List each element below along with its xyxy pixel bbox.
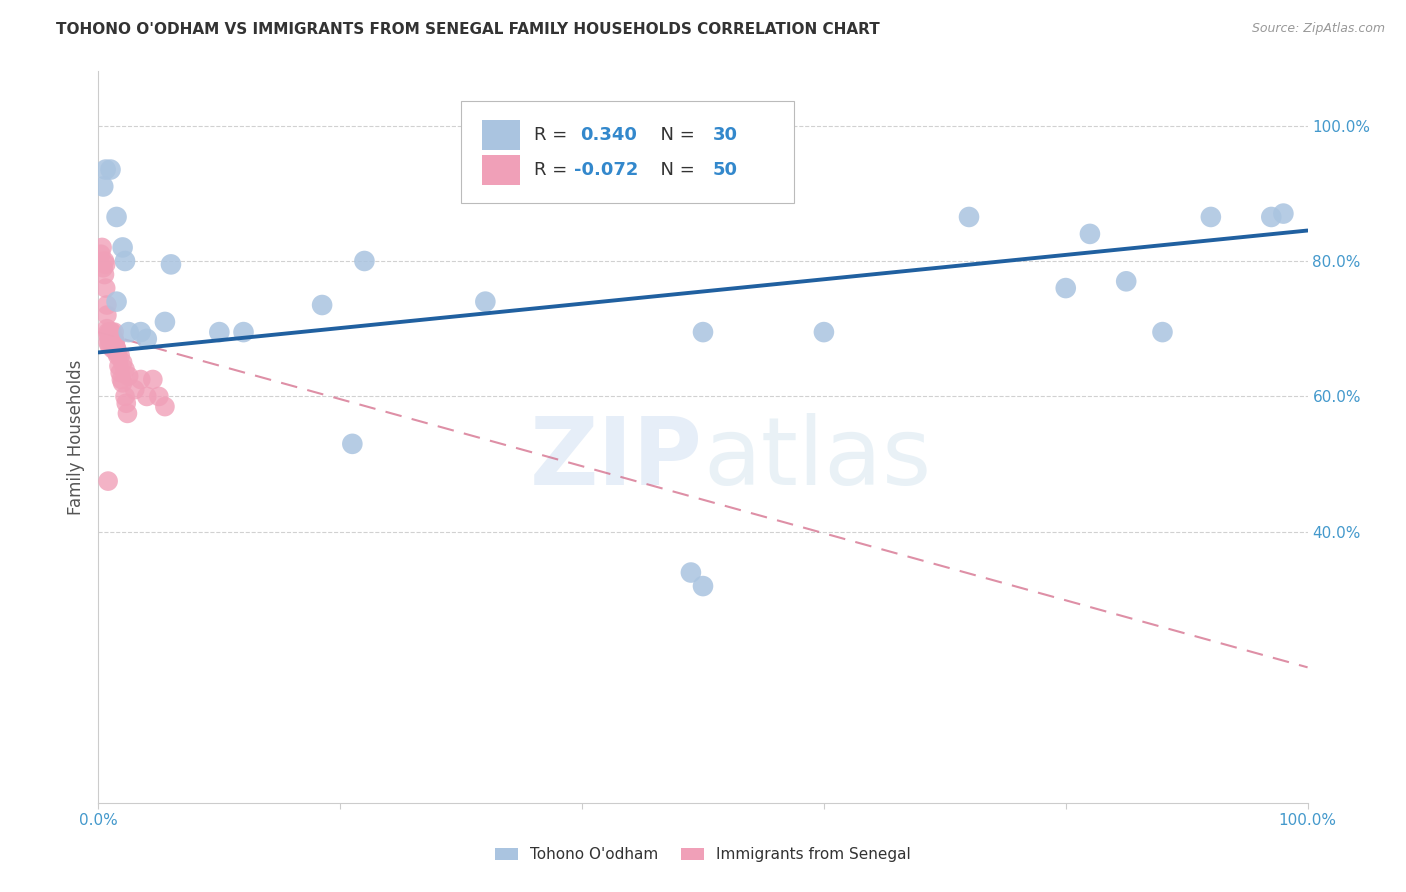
Point <box>100 332 122 346</box>
Point <box>232 325 254 339</box>
FancyBboxPatch shape <box>461 101 793 203</box>
Point <box>94 281 117 295</box>
Text: Source: ZipAtlas.com: Source: ZipAtlas.com <box>1251 22 1385 36</box>
Point <box>692 325 714 339</box>
Point <box>111 240 134 254</box>
Text: R =: R = <box>534 161 572 179</box>
Point <box>98 338 121 352</box>
Point <box>957 210 980 224</box>
Text: 50: 50 <box>713 161 738 179</box>
Point <box>101 338 124 352</box>
Point <box>104 335 127 350</box>
Point <box>1078 227 1101 241</box>
Point <box>115 396 138 410</box>
Point <box>1054 281 1077 295</box>
Point <box>101 335 124 350</box>
Point <box>108 366 131 380</box>
Point <box>1260 210 1282 224</box>
Point <box>91 179 114 194</box>
Point <box>93 268 115 282</box>
Point <box>108 359 131 373</box>
Point <box>101 342 124 356</box>
Point <box>96 322 118 336</box>
Point <box>114 254 136 268</box>
Point <box>114 362 136 376</box>
FancyBboxPatch shape <box>482 155 520 185</box>
Point <box>142 372 165 386</box>
Point <box>1199 210 1222 224</box>
Point <box>100 162 122 177</box>
Text: TOHONO O'ODHAM VS IMMIGRANTS FROM SENEGAL FAMILY HOUSEHOLDS CORRELATION CHART: TOHONO O'ODHAM VS IMMIGRANTS FROM SENEGA… <box>56 22 880 37</box>
Y-axis label: Family Households: Family Households <box>66 359 84 515</box>
Point <box>90 247 112 261</box>
Point <box>96 308 118 322</box>
Point <box>129 372 152 386</box>
Point <box>124 383 146 397</box>
Text: ZIP: ZIP <box>530 413 703 505</box>
Point <box>311 298 333 312</box>
Point <box>105 345 128 359</box>
Text: N =: N = <box>648 161 700 179</box>
Point <box>97 335 120 350</box>
Point <box>110 372 132 386</box>
Point <box>100 325 122 339</box>
Point <box>105 342 128 356</box>
Point <box>98 332 121 346</box>
Point <box>97 328 120 343</box>
Point <box>129 325 152 339</box>
Point <box>118 369 141 384</box>
Point <box>111 355 134 369</box>
Point <box>153 400 176 414</box>
Point <box>97 325 120 339</box>
Point <box>1115 274 1137 288</box>
Point <box>103 325 125 339</box>
Point <box>118 325 141 339</box>
Point <box>1272 206 1295 220</box>
Text: 30: 30 <box>713 126 738 144</box>
FancyBboxPatch shape <box>482 120 520 150</box>
Point <box>474 294 496 309</box>
Text: R =: R = <box>534 126 572 144</box>
Point <box>679 566 702 580</box>
Point <box>105 342 128 356</box>
Point <box>100 332 122 346</box>
Point <box>100 325 122 339</box>
Point <box>160 257 183 271</box>
Point <box>342 437 364 451</box>
Point <box>91 260 114 275</box>
Point <box>97 474 120 488</box>
Point <box>108 349 131 363</box>
Point <box>117 406 139 420</box>
Point <box>114 389 136 403</box>
Point <box>135 389 157 403</box>
Point <box>153 315 176 329</box>
Text: atlas: atlas <box>703 413 931 505</box>
Point <box>148 389 170 403</box>
Text: 0.340: 0.340 <box>579 126 637 144</box>
Point <box>813 325 835 339</box>
Point <box>353 254 375 268</box>
Point <box>94 162 117 177</box>
Point <box>94 257 117 271</box>
Point <box>91 240 114 254</box>
Point <box>100 335 122 350</box>
Legend: Tohono O'odham, Immigrants from Senegal: Tohono O'odham, Immigrants from Senegal <box>489 841 917 868</box>
Text: -0.072: -0.072 <box>574 161 638 179</box>
Point <box>103 332 125 346</box>
Point <box>105 210 128 224</box>
Point <box>692 579 714 593</box>
Point <box>111 376 134 390</box>
Point <box>208 325 231 339</box>
Text: N =: N = <box>648 126 700 144</box>
Point <box>100 325 122 339</box>
Point <box>93 254 115 268</box>
Point <box>105 294 128 309</box>
Point <box>1152 325 1174 339</box>
Point <box>96 298 118 312</box>
Point <box>135 332 157 346</box>
Point <box>107 349 129 363</box>
Point <box>104 338 127 352</box>
